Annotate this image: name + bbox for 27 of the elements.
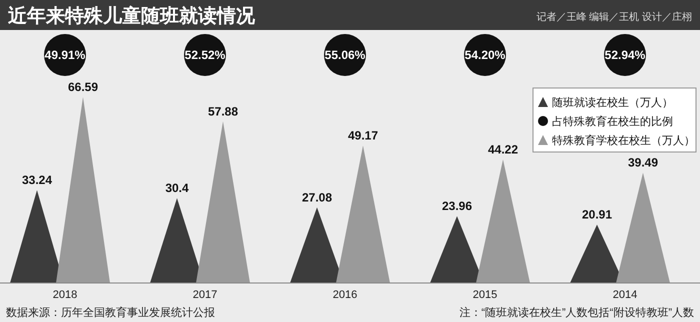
x-tick-label: 2014 xyxy=(612,289,638,301)
text: 49.91% xyxy=(44,48,86,62)
data-label: 23.96 xyxy=(442,199,472,214)
data-label: 44.22 xyxy=(488,142,518,156)
data-label: 20.91 xyxy=(582,208,612,222)
legend-label: 随班就读在校生（万人） xyxy=(552,96,673,109)
annotation: 占特殊教育在校生的比例 xyxy=(552,115,673,128)
data-label: 27.08 xyxy=(302,190,332,204)
data-label: 33.24 xyxy=(22,173,52,188)
chart-title: 近年来特殊儿童随班就读情况 xyxy=(7,5,256,27)
data-label: 49.17 xyxy=(348,128,378,143)
x-tick-label: 2016 xyxy=(332,289,358,301)
chart-subtitle: 记者／王峰 编辑／王机 设计／庄栩 xyxy=(536,11,692,23)
x-tick-label: 2015 xyxy=(472,289,498,301)
text: 52.94% xyxy=(604,48,646,62)
data-label: 30.4 xyxy=(165,181,189,196)
text: 52.52% xyxy=(184,48,226,62)
x-tick-label: 2017 xyxy=(192,289,218,301)
text: 注：“随班就读在校生”人数包括“附设特教班”人数 xyxy=(459,306,694,319)
data-label: 57.88 xyxy=(208,104,238,118)
text: 54.20% xyxy=(464,48,506,62)
text: 55.06% xyxy=(324,48,366,62)
data-label: 66.59 xyxy=(68,80,98,94)
data-label: 39.49 xyxy=(628,156,658,170)
legend-label: 特殊教育学校在校生（万人） xyxy=(552,134,695,147)
x-tick-label: 2018 xyxy=(52,289,78,301)
source-note: 数据来源：历年全国教育事业发展统计公报 xyxy=(6,306,215,319)
